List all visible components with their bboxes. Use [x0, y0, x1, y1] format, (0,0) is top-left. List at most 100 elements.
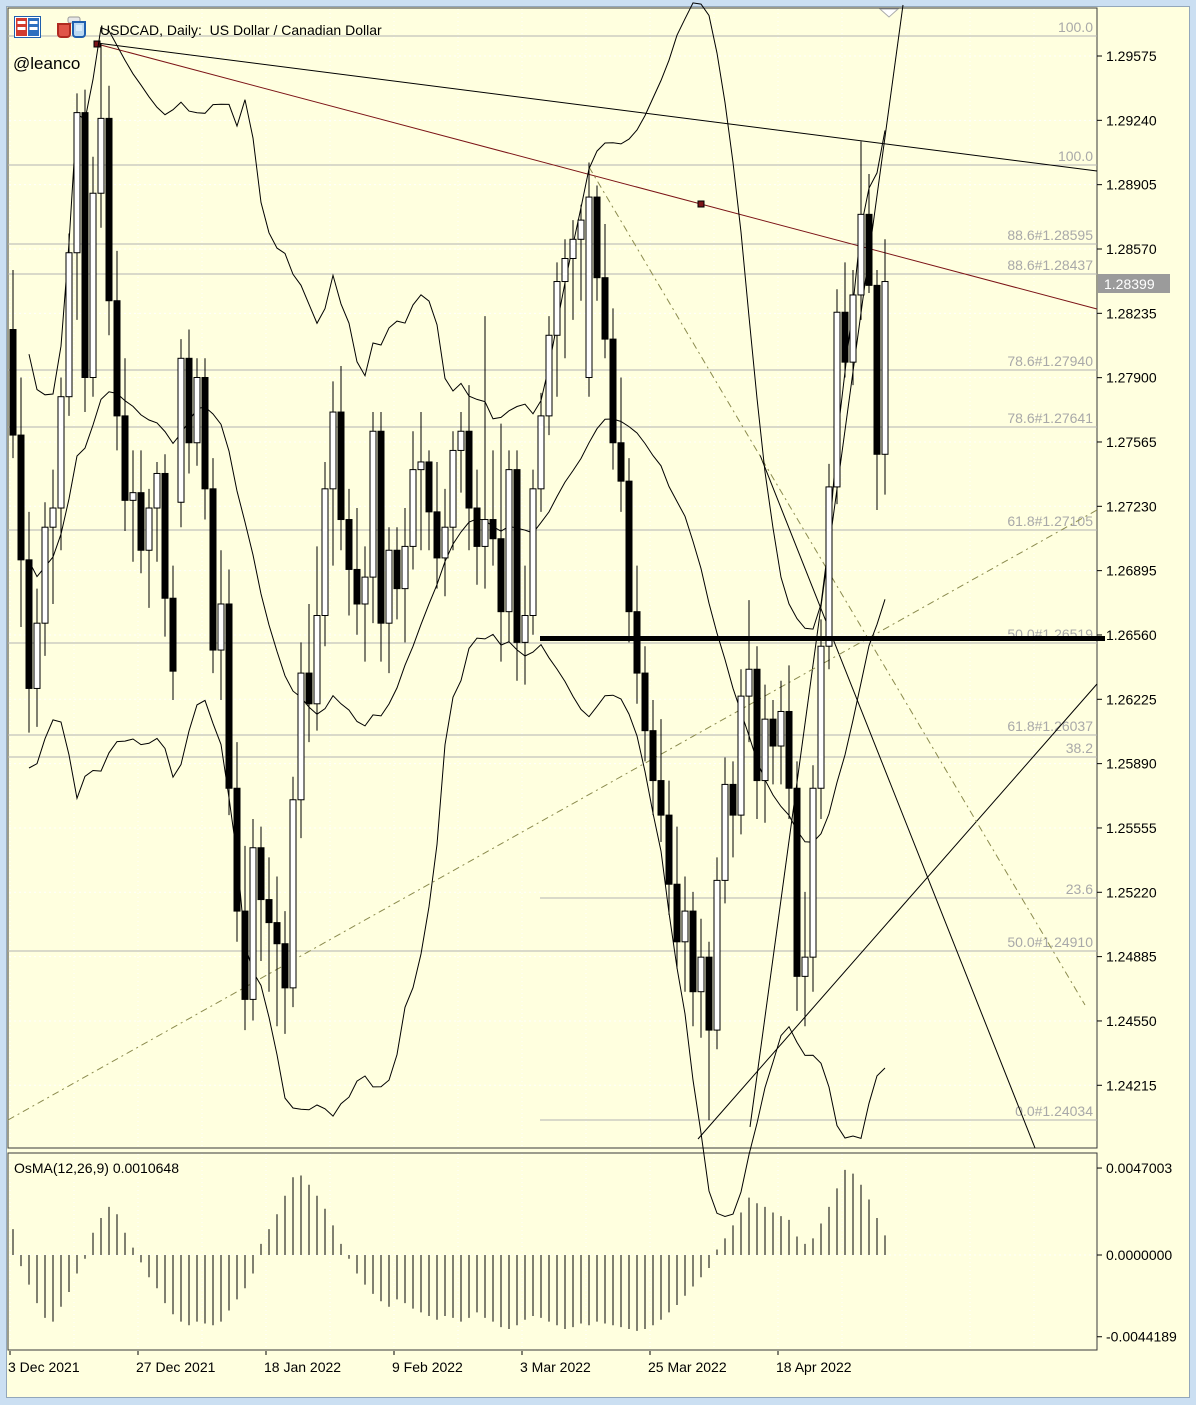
price-axis[interactable]	[1098, 8, 1188, 1350]
indicator-panel-area[interactable]	[7, 1152, 1098, 1351]
candle-body	[745, 668, 753, 697]
candle-body	[153, 472, 161, 509]
candle-body	[385, 549, 393, 624]
candle-body	[729, 783, 737, 816]
candle-body	[857, 213, 865, 296]
price-chart-area[interactable]	[7, 7, 1098, 1149]
candle-body	[105, 117, 113, 302]
candle-body	[233, 787, 241, 912]
descending-trendline	[759, 454, 1036, 1149]
candle-body	[417, 461, 425, 471]
time-axis[interactable]	[8, 1351, 1097, 1395]
candle-body	[593, 196, 601, 279]
candle-body	[41, 526, 49, 624]
price-axis-label: 1.28905	[1106, 177, 1157, 193]
price-axis-label: 1.24215	[1106, 1077, 1157, 1093]
candle-body	[353, 568, 361, 605]
candle-body	[713, 879, 721, 1031]
candle-body	[777, 710, 785, 747]
candle-body	[817, 645, 825, 789]
fib-label: 61.8#1.27105	[1007, 513, 1093, 529]
candle-body	[81, 112, 89, 378]
candle-body	[689, 910, 697, 993]
watermark: @leanco	[13, 54, 81, 73]
maroon-trendline	[96, 43, 1098, 310]
candle-body	[297, 672, 305, 801]
price-axis-label: 1.27900	[1106, 370, 1157, 386]
fib-label: 23.6	[1066, 881, 1093, 897]
candle-body	[769, 718, 777, 747]
candle-body	[737, 695, 745, 816]
candle-body	[457, 430, 465, 451]
candle-body	[489, 519, 497, 540]
candle-body	[521, 615, 529, 643]
price-axis-label: 1.24885	[1106, 949, 1157, 965]
fib-label: 61.8#1.26037	[1007, 718, 1093, 734]
candle-body	[73, 112, 81, 254]
candle-body	[121, 415, 129, 501]
dashdot-descending-line	[588, 166, 1086, 1006]
candle-body	[577, 219, 585, 240]
candle-body	[553, 281, 561, 336]
candle-body	[129, 492, 137, 501]
candle-body	[721, 783, 729, 881]
trendline-anchor[interactable]	[697, 200, 705, 208]
candle-body	[425, 461, 433, 513]
chart-bars-icon[interactable]	[56, 16, 88, 45]
fib-label: 38.2	[1066, 740, 1093, 756]
candle-body	[465, 430, 473, 509]
candle-body	[361, 576, 369, 605]
candle-body	[849, 294, 857, 363]
candle-body	[209, 488, 217, 651]
candle-body	[281, 943, 289, 989]
candle-body	[145, 507, 153, 551]
candle-body	[329, 411, 337, 490]
candle-body	[289, 799, 297, 989]
price-axis-label: 1.25890	[1106, 756, 1157, 772]
candle-body	[505, 469, 513, 613]
candle-body	[441, 526, 449, 559]
time-axis-label: 9 Feb 2022	[392, 1359, 463, 1375]
candle-body	[481, 519, 489, 547]
trendline-anchor[interactable]	[93, 40, 101, 48]
candle-body	[433, 511, 441, 559]
indicator-label: OsMA(12,26,9) 0.0010648	[14, 1160, 179, 1176]
indicator-axis-label: 0.0047003	[1106, 1160, 1172, 1176]
candle-body	[185, 357, 193, 444]
candle-body	[177, 357, 185, 503]
fib-label: 88.6#1.28595	[1007, 227, 1093, 243]
candle-body	[57, 396, 65, 509]
candle-body	[657, 780, 665, 816]
candle-body	[809, 787, 817, 958]
candle-body	[641, 672, 649, 732]
candle-body	[137, 492, 145, 551]
candle-body	[601, 277, 609, 340]
bollinger-lower	[28, 633, 886, 1218]
apex-marker	[878, 8, 900, 18]
indicator-axis-label: -0.0044189	[1106, 1329, 1177, 1345]
candle-body	[89, 192, 97, 378]
candle-body	[265, 899, 273, 924]
candle-body	[673, 883, 681, 943]
candle-body	[705, 956, 713, 1031]
current-price-tag	[1098, 274, 1170, 293]
fib-label: 78.6#1.27641	[1007, 410, 1093, 426]
price-axis-label: 1.28570	[1106, 241, 1157, 257]
candle-body	[561, 257, 569, 283]
candle-body	[321, 488, 329, 617]
candle-body	[17, 434, 25, 561]
candle-body	[569, 238, 577, 259]
candle-body	[545, 334, 553, 417]
candle-body	[169, 597, 177, 672]
candle-body	[793, 787, 801, 977]
bollinger-upper	[28, 2, 886, 630]
list-panels-icon[interactable]	[14, 16, 41, 43]
candle-body	[401, 545, 409, 590]
candle-body	[201, 376, 209, 490]
price-axis-label: 1.27565	[1106, 434, 1157, 450]
candle-body	[217, 603, 225, 651]
price-axis-label: 1.28235	[1106, 305, 1157, 321]
candle-body	[161, 472, 169, 599]
candle-body	[529, 488, 537, 617]
